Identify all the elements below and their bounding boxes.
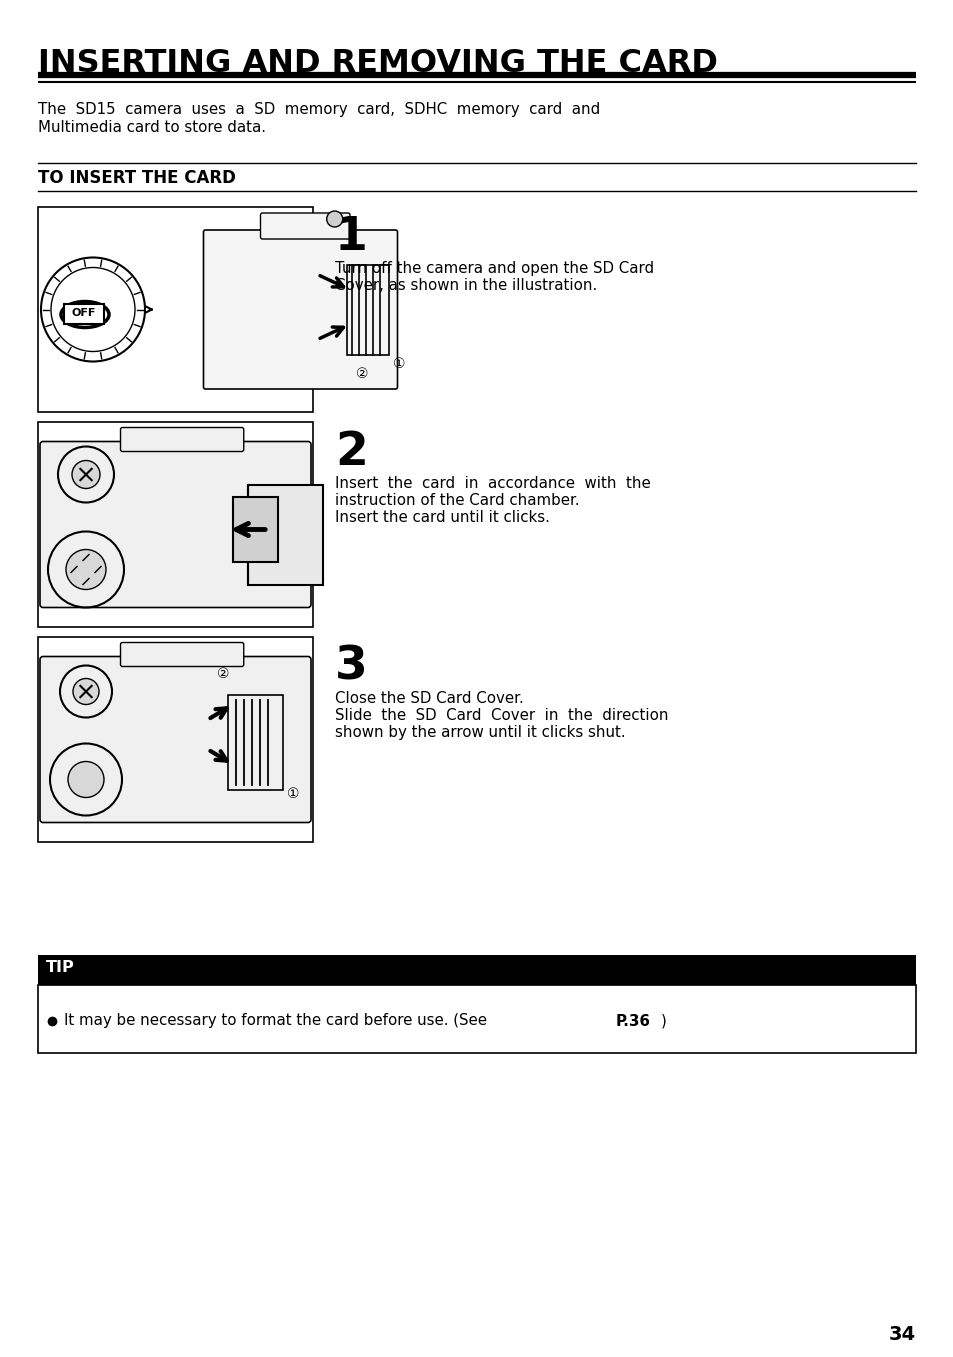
Text: OFF: OFF [71, 308, 96, 319]
Text: shown by the arrow until it clicks shut.: shown by the arrow until it clicks shut. [335, 725, 625, 740]
Text: ①: ① [287, 787, 299, 802]
FancyBboxPatch shape [40, 657, 311, 822]
Text: INSERTING AND REMOVING THE CARD: INSERTING AND REMOVING THE CARD [38, 47, 717, 79]
Text: Multimedia card to store data.: Multimedia card to store data. [38, 119, 266, 134]
Bar [38, 955, 915, 985]
Circle shape [73, 678, 99, 704]
Text: ): ) [660, 1014, 666, 1029]
FancyBboxPatch shape [203, 229, 397, 389]
Bar [38, 985, 915, 1053]
Text: 3: 3 [335, 645, 367, 689]
Circle shape [51, 267, 135, 351]
FancyBboxPatch shape [120, 427, 244, 452]
Bar [248, 484, 323, 585]
Bar [233, 497, 277, 562]
Text: TO INSERT THE CARD: TO INSERT THE CARD [38, 170, 235, 187]
FancyBboxPatch shape [120, 642, 244, 666]
Text: TIP: TIP [46, 959, 74, 974]
Text: 34: 34 [888, 1324, 915, 1343]
Text: Slide  the  SD  Card  Cover  in  the  direction: Slide the SD Card Cover in the direction [335, 708, 668, 723]
FancyBboxPatch shape [64, 304, 104, 323]
Bar [38, 208, 313, 413]
Bar [228, 695, 283, 790]
FancyBboxPatch shape [260, 213, 350, 239]
Circle shape [68, 761, 104, 798]
Bar [38, 636, 313, 841]
Text: Turn off the camera and open the SD Card: Turn off the camera and open the SD Card [335, 261, 654, 275]
Text: P.36: P.36 [616, 1014, 650, 1029]
Text: instruction of the Card chamber.: instruction of the Card chamber. [335, 493, 579, 508]
Text: ①: ① [393, 357, 405, 372]
Text: Insert the card until it clicks.: Insert the card until it clicks. [335, 510, 549, 525]
Text: 1: 1 [335, 214, 368, 261]
Bar [347, 265, 389, 354]
Circle shape [66, 550, 106, 589]
FancyBboxPatch shape [40, 441, 311, 608]
Bar [38, 422, 313, 627]
Text: The  SD15  camera  uses  a  SD  memory  card,  SDHC  memory  card  and: The SD15 camera uses a SD memory card, S… [38, 102, 599, 117]
Text: It may be necessary to format the card before use. (See: It may be necessary to format the card b… [64, 1014, 491, 1029]
Text: 2: 2 [335, 430, 368, 475]
Text: Close the SD Card Cover.: Close the SD Card Cover. [335, 691, 523, 706]
Text: ②: ② [216, 668, 229, 681]
Text: Insert  the  card  in  accordance  with  the: Insert the card in accordance with the [335, 476, 650, 491]
Circle shape [71, 460, 100, 489]
Text: ②: ② [355, 368, 369, 381]
Text: Cover, as shown in the illustration.: Cover, as shown in the illustration. [335, 278, 597, 293]
Circle shape [326, 210, 342, 227]
